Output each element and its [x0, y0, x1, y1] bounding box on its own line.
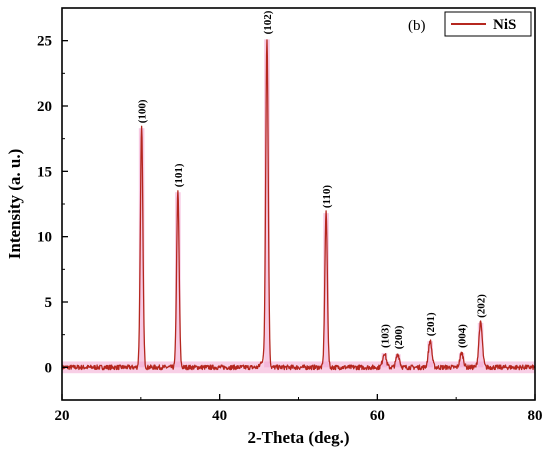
- x-tick-label: 60: [370, 408, 385, 424]
- y-axis-title: Intensity (a. u.): [5, 149, 24, 260]
- peak-band: [138, 128, 145, 368]
- y-tick-label: 10: [37, 230, 52, 246]
- peak-band: [175, 192, 181, 368]
- y-tick-label: 20: [37, 99, 52, 115]
- legend-entry-nis: NiS: [493, 17, 516, 33]
- peak-band: [264, 39, 270, 368]
- highlight-bands: [62, 39, 535, 374]
- x-tick-label: 20: [55, 408, 70, 424]
- x-tick-label: 80: [528, 408, 543, 424]
- peak-label: (110): [321, 185, 333, 209]
- y-tick-label: 15: [37, 164, 52, 180]
- peak-label: (202): [476, 294, 488, 318]
- panel-label: (b): [408, 18, 426, 34]
- peak-labels: (100) (101) (102) (110) (103) (200) (201) (004)…: [137, 10, 488, 349]
- trace-group: [61, 39, 536, 371]
- peak-band: [458, 352, 465, 368]
- peak-band: [395, 354, 401, 368]
- series-line-nis: [61, 39, 536, 371]
- peak-label: (004): [457, 324, 469, 348]
- peak-label: (100): [137, 99, 149, 123]
- axis-ticks: 20 40 60 80 0 5 10 15 20 25: [37, 34, 543, 424]
- peak-band: [323, 213, 329, 368]
- peak-label: (103): [379, 324, 391, 348]
- x-axis-title: 2-Theta (deg.): [248, 428, 350, 447]
- y-tick-label: 0: [45, 360, 53, 376]
- legend: NiS: [444, 11, 532, 37]
- peak-label: (200): [393, 325, 405, 349]
- peak-band: [427, 341, 433, 368]
- peak-label: (101): [173, 163, 185, 187]
- peak-label: (102): [262, 10, 274, 34]
- peak-band: [381, 352, 388, 368]
- peak-label: (201): [425, 312, 437, 336]
- y-tick-label: 5: [45, 295, 53, 311]
- x-tick-label: 40: [212, 408, 227, 424]
- y-tick-label: 25: [37, 34, 52, 50]
- peak-band: [477, 322, 484, 368]
